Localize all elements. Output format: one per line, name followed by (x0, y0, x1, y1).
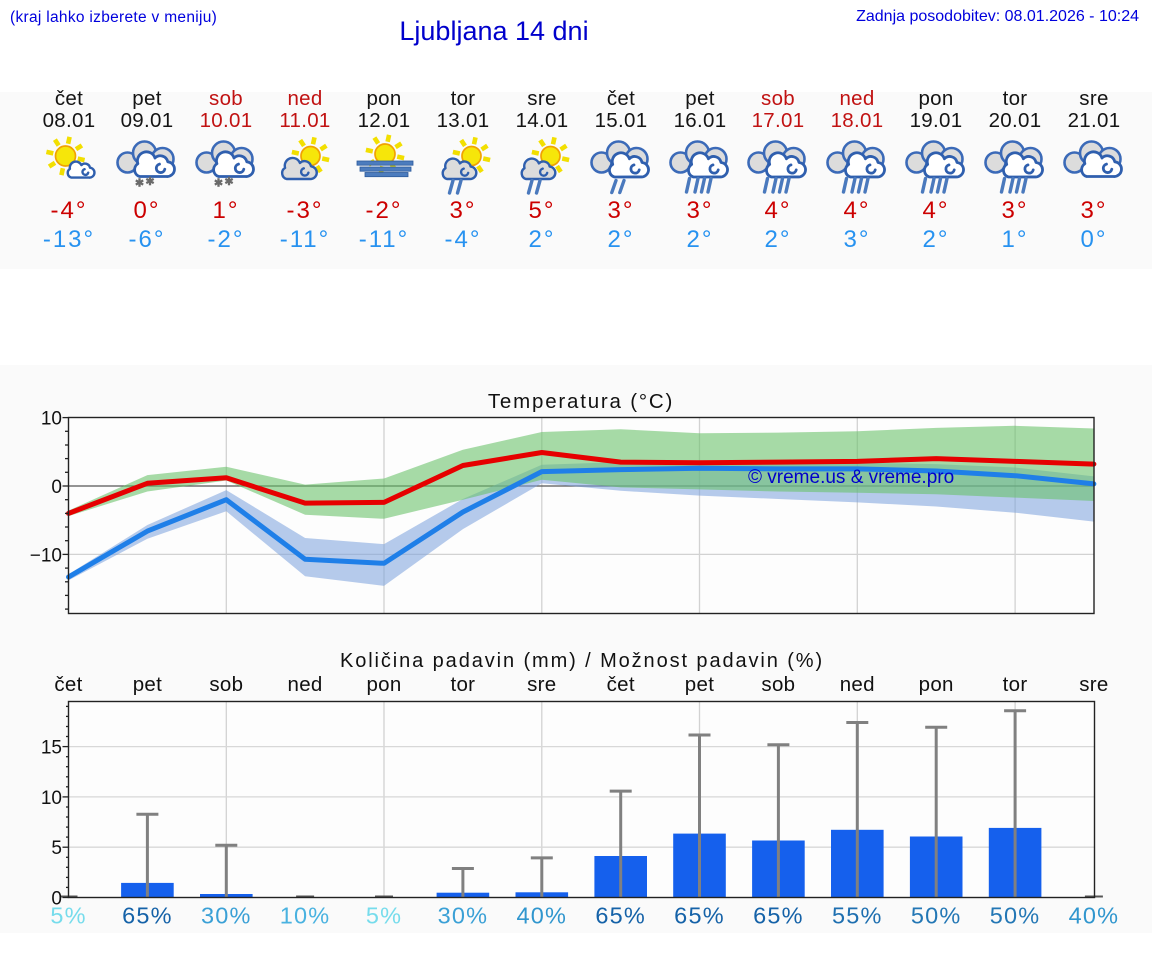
svg-text:5%: 5% (366, 903, 402, 929)
svg-text:5%: 5% (50, 903, 86, 929)
svg-text:40%: 40% (1069, 903, 1120, 929)
svg-text:pet: pet (133, 673, 162, 696)
svg-text:50%: 50% (911, 903, 962, 929)
svg-text:40%: 40% (516, 903, 567, 929)
svg-text:65%: 65% (595, 903, 646, 929)
svg-text:50%: 50% (990, 903, 1041, 929)
svg-text:30%: 30% (201, 903, 252, 929)
svg-text:10%: 10% (280, 903, 331, 929)
svg-text:čet: čet (54, 673, 82, 696)
svg-text:sre: sre (1079, 673, 1108, 696)
svg-text:Temperatura (°C): Temperatura (°C) (488, 390, 674, 413)
svg-text:Količina padavin (mm) / Možnos: Količina padavin (mm) / Možnost padavin … (340, 650, 824, 672)
svg-text:pon: pon (366, 673, 401, 696)
svg-text:65%: 65% (753, 903, 804, 929)
svg-text:15: 15 (41, 738, 62, 759)
svg-text:0: 0 (51, 477, 62, 498)
svg-text:−10: −10 (30, 545, 62, 566)
svg-text:55%: 55% (832, 903, 883, 929)
svg-text:65%: 65% (674, 903, 725, 929)
svg-text:5: 5 (51, 838, 62, 859)
svg-text:ned: ned (840, 673, 875, 696)
svg-text:sob: sob (209, 673, 243, 696)
svg-text:čet: čet (607, 673, 635, 696)
svg-text:sre: sre (527, 673, 556, 696)
svg-text:ned: ned (288, 673, 323, 696)
svg-text:10: 10 (41, 788, 62, 809)
svg-text:pon: pon (919, 673, 954, 696)
svg-text:30%: 30% (438, 903, 489, 929)
svg-text:tor: tor (1003, 673, 1028, 696)
svg-text:tor: tor (450, 673, 475, 696)
svg-text:sob: sob (761, 673, 795, 696)
svg-text:© vreme.us & vreme.pro: © vreme.us & vreme.pro (748, 467, 954, 488)
svg-text:pet: pet (685, 673, 714, 696)
svg-text:10: 10 (41, 409, 62, 430)
svg-text:0: 0 (51, 889, 62, 910)
svg-text:65%: 65% (122, 903, 173, 929)
